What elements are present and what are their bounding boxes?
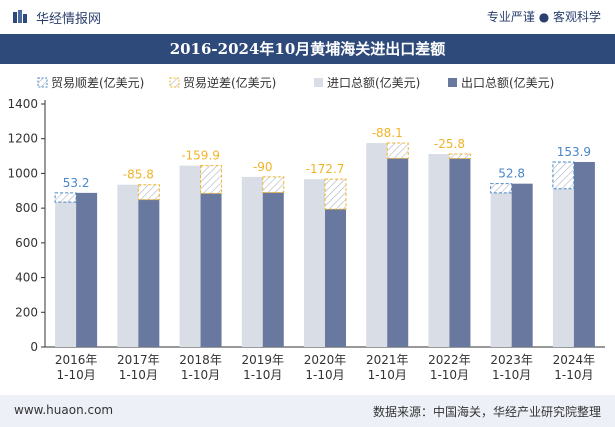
x-tick-label: 2024年 1-10月 <box>553 353 596 382</box>
deficit-marker <box>386 142 409 159</box>
export-bar <box>325 209 346 347</box>
deficit-marker <box>200 165 223 194</box>
import-bar <box>304 179 325 347</box>
legend-label-2: 进口总额(亿美元) <box>327 75 420 90</box>
x-tick-label: 2018年 1-10月 <box>179 353 222 382</box>
legend: 贸易顺差(亿美元) 贸易逆差(亿美元) 进口总额(亿美元) 出口总额(亿美元) <box>37 75 554 90</box>
y-tick-label: 1000 <box>7 166 38 180</box>
export-bar <box>449 158 471 347</box>
data-label: -159.9 <box>181 149 220 163</box>
legend-marker-0 <box>37 77 48 88</box>
y-tick-label: 0 <box>30 340 38 354</box>
footer: www.huaon.com 数据来源：中国海关，华经产业研究院整理 <box>0 395 615 427</box>
legend-marker-2 <box>314 78 323 87</box>
data-label: -172.7 <box>306 162 345 176</box>
legend-marker-1 <box>169 77 180 88</box>
data-label: -90 <box>253 160 273 174</box>
y-tick-label: 200 <box>15 305 38 319</box>
tagline: 专业严谨 ● 客观科学 <box>486 10 601 24</box>
export-bar <box>262 192 284 347</box>
surplus-marker <box>490 183 513 194</box>
x-tick-label: 2020年 1-10月 <box>304 353 347 382</box>
x-tick-label: 2023年 1-10月 <box>490 353 533 382</box>
deficit-marker <box>324 178 347 210</box>
y-tick-label: 1200 <box>7 132 38 146</box>
surplus-marker <box>552 161 575 190</box>
y-tick-label: 600 <box>15 236 38 250</box>
import-bar <box>179 165 201 347</box>
legend-label-3: 出口总额(亿美元) <box>461 75 554 90</box>
chart: 贸易顺差(亿美元) 贸易逆差(亿美元) 进口总额(亿美元) 出口总额(亿美元) 0 20… <box>7 75 605 382</box>
footer-url: www.huaon.com <box>14 403 114 417</box>
data-label: 153.9 <box>557 145 591 159</box>
y-tick-label: 1400 <box>7 97 38 111</box>
export-bar <box>200 193 222 347</box>
export-bar <box>387 158 409 347</box>
top-bar: 华经情报网 专业严谨 ● 客观科学 <box>0 0 615 34</box>
deficit-marker <box>137 184 160 201</box>
data-label: -25.8 <box>434 137 465 151</box>
data-label: 53.2 <box>63 176 90 190</box>
x-axis-labels: 2016年 1-10月 2017年 1-10月 2018年 1-10月 2019年 1-10月… <box>55 353 595 382</box>
import-bar <box>117 184 139 347</box>
import-bar <box>241 176 263 347</box>
brand-logo-icon <box>13 10 27 23</box>
x-tick-label: 2017年 1-10月 <box>117 353 160 382</box>
export-bar <box>76 192 98 347</box>
chart-title: 2016-2024年10月黄埔海关进出口差额 <box>169 40 446 58</box>
deficit-marker <box>448 153 471 160</box>
deficit-marker <box>262 176 285 194</box>
import-bar <box>490 192 512 347</box>
x-tick-label: 2016年 1-10月 <box>55 353 98 382</box>
legend-label-1: 贸易逆差(亿美元) <box>183 75 276 90</box>
data-label: 52.8 <box>498 167 525 181</box>
y-tick-label: 400 <box>15 271 38 285</box>
export-bar <box>511 183 533 347</box>
brand-name: 华经情报网 <box>36 12 102 27</box>
export-bar <box>573 161 595 347</box>
title-bar: 2016-2024年10月黄埔海关进出口差额 <box>0 34 615 64</box>
data-label: -88.1 <box>372 126 403 140</box>
legend-label-0: 贸易顺差(亿美元) <box>51 75 144 90</box>
x-tick-label: 2022年 1-10月 <box>428 353 471 382</box>
import-bar <box>366 143 388 347</box>
footer-source: 数据来源：中国海关，华经产业研究院整理 <box>372 405 601 419</box>
surplus-marker <box>54 192 77 203</box>
legend-marker-3 <box>448 78 457 87</box>
x-tick-label: 2021年 1-10月 <box>366 353 409 382</box>
import-bar <box>552 188 574 347</box>
x-tick-label: 2019年 1-10月 <box>242 353 285 382</box>
y-tick-label: 800 <box>15 201 38 215</box>
import-bar <box>428 153 450 347</box>
bars: 53.2 -85.8 -159.9 -90 -172.7 -88.1 -25.8 52.8 15… <box>54 126 595 347</box>
import-bar <box>55 202 77 347</box>
data-label: -85.8 <box>123 168 154 182</box>
export-bar <box>138 199 160 347</box>
